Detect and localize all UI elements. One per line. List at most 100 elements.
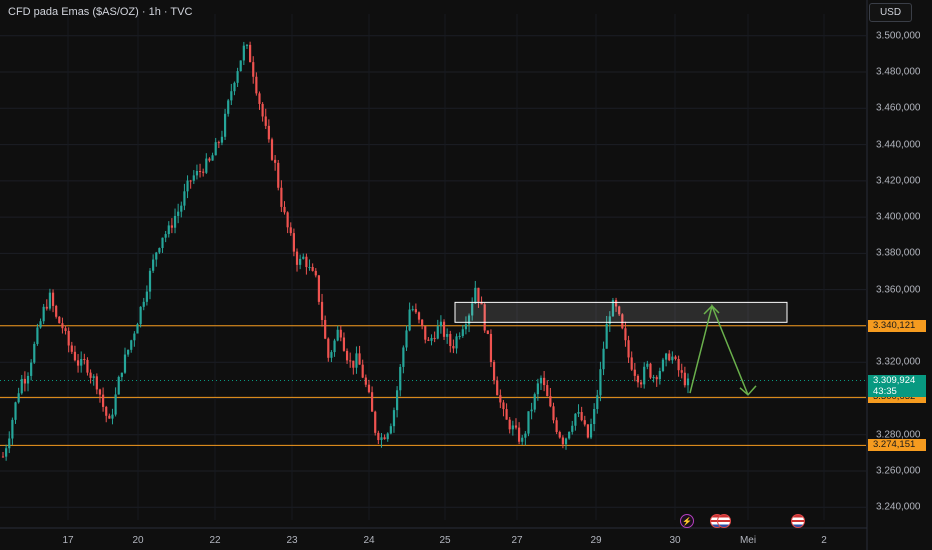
candle-body bbox=[86, 359, 89, 373]
candle-body bbox=[133, 333, 136, 341]
candle-body bbox=[158, 248, 161, 253]
candle-body bbox=[668, 353, 671, 361]
candle-body bbox=[8, 438, 11, 449]
candle-body bbox=[574, 413, 577, 426]
candle-body bbox=[123, 354, 127, 373]
x-tick-label: 25 bbox=[439, 535, 451, 546]
candle-body bbox=[108, 415, 111, 419]
candle-body bbox=[627, 340, 630, 358]
candle-body bbox=[39, 321, 42, 328]
candle-body bbox=[583, 420, 586, 425]
candle-body bbox=[89, 372, 92, 378]
candle-body bbox=[64, 328, 67, 331]
candle-body bbox=[242, 45, 245, 61]
candle-body bbox=[508, 419, 511, 430]
candle-body bbox=[320, 301, 324, 320]
candle-body bbox=[608, 316, 611, 324]
candle-body bbox=[305, 256, 308, 268]
us-flag-icon[interactable] bbox=[791, 514, 805, 528]
x-tick-label: 24 bbox=[363, 535, 375, 546]
candle-body bbox=[421, 319, 424, 327]
candle-body bbox=[292, 233, 295, 252]
candle-body bbox=[436, 326, 439, 339]
candle-body bbox=[643, 366, 646, 385]
candle-body bbox=[136, 324, 139, 334]
candle-body bbox=[267, 125, 270, 140]
candle-body bbox=[571, 425, 574, 432]
candle-body bbox=[471, 303, 474, 316]
candle-body bbox=[467, 315, 471, 325]
projection-arrow[interactable] bbox=[689, 303, 757, 396]
candle-body bbox=[543, 377, 546, 386]
candle-body bbox=[111, 414, 114, 419]
candle-body bbox=[402, 347, 405, 367]
candle-body bbox=[339, 329, 342, 338]
grid bbox=[0, 14, 866, 520]
candle-body bbox=[289, 227, 292, 234]
candle-body bbox=[277, 162, 280, 188]
flash-icon[interactable]: ⚡ bbox=[680, 514, 694, 528]
currency-button[interactable]: USD bbox=[869, 3, 912, 22]
candle-body bbox=[302, 256, 305, 259]
bar-countdown: 43:35 bbox=[873, 386, 897, 398]
candle-body bbox=[105, 406, 108, 416]
candle-body bbox=[161, 237, 164, 249]
candle-body bbox=[427, 339, 430, 341]
candle-body bbox=[198, 170, 202, 172]
candle-body bbox=[474, 287, 477, 304]
candle-body bbox=[76, 360, 80, 366]
candle-body bbox=[280, 187, 283, 207]
candle-body bbox=[533, 394, 536, 410]
candle-body bbox=[220, 136, 224, 143]
candle-body bbox=[217, 142, 220, 144]
candle-body bbox=[486, 330, 489, 334]
y-tick-label: 3.240,000 bbox=[876, 501, 921, 513]
candle-body bbox=[452, 346, 455, 349]
candle-body bbox=[202, 171, 205, 173]
candle-body bbox=[130, 340, 133, 350]
candle-body bbox=[358, 353, 361, 365]
candle-body bbox=[295, 251, 299, 265]
candle-body bbox=[621, 314, 624, 329]
resistance-zone-box bbox=[454, 301, 788, 323]
candle-body bbox=[355, 353, 358, 368]
candle-body bbox=[270, 139, 274, 160]
candle-body bbox=[674, 356, 677, 359]
candle-body bbox=[45, 306, 48, 309]
candle-body bbox=[361, 364, 364, 378]
candle-body bbox=[527, 411, 530, 434]
candle-body bbox=[377, 432, 380, 441]
us-flag-icon[interactable] bbox=[717, 514, 731, 528]
candle-body bbox=[195, 170, 199, 176]
candle-body bbox=[539, 377, 543, 384]
candle-body bbox=[342, 337, 346, 351]
candle-body bbox=[514, 425, 518, 428]
candle-body bbox=[211, 155, 214, 161]
candle-body bbox=[652, 377, 655, 379]
candle-body bbox=[20, 378, 23, 394]
candle-body bbox=[14, 402, 17, 420]
candle-body bbox=[602, 348, 605, 370]
candle-body bbox=[336, 329, 339, 341]
x-tick-label: 27 bbox=[511, 535, 523, 546]
candle-body bbox=[630, 357, 633, 370]
candle-body bbox=[580, 412, 583, 421]
candle-body bbox=[646, 363, 649, 367]
x-tick-label: Mei bbox=[739, 535, 757, 546]
candle-body bbox=[505, 409, 508, 420]
candle-body bbox=[655, 377, 658, 380]
candle-body bbox=[430, 337, 433, 341]
candle-body bbox=[255, 76, 258, 94]
current-price-value: 3.309,924 bbox=[873, 375, 916, 387]
resistance-zone[interactable] bbox=[454, 301, 788, 323]
candle-body bbox=[245, 44, 249, 46]
candle-body bbox=[236, 71, 239, 83]
x-tick-label: 2 bbox=[821, 535, 827, 546]
candle-body bbox=[214, 142, 217, 156]
candle-body bbox=[546, 385, 549, 397]
candle-body bbox=[636, 375, 640, 383]
candle-body bbox=[324, 319, 327, 339]
candle-body bbox=[417, 312, 421, 320]
candle-body bbox=[624, 328, 627, 341]
